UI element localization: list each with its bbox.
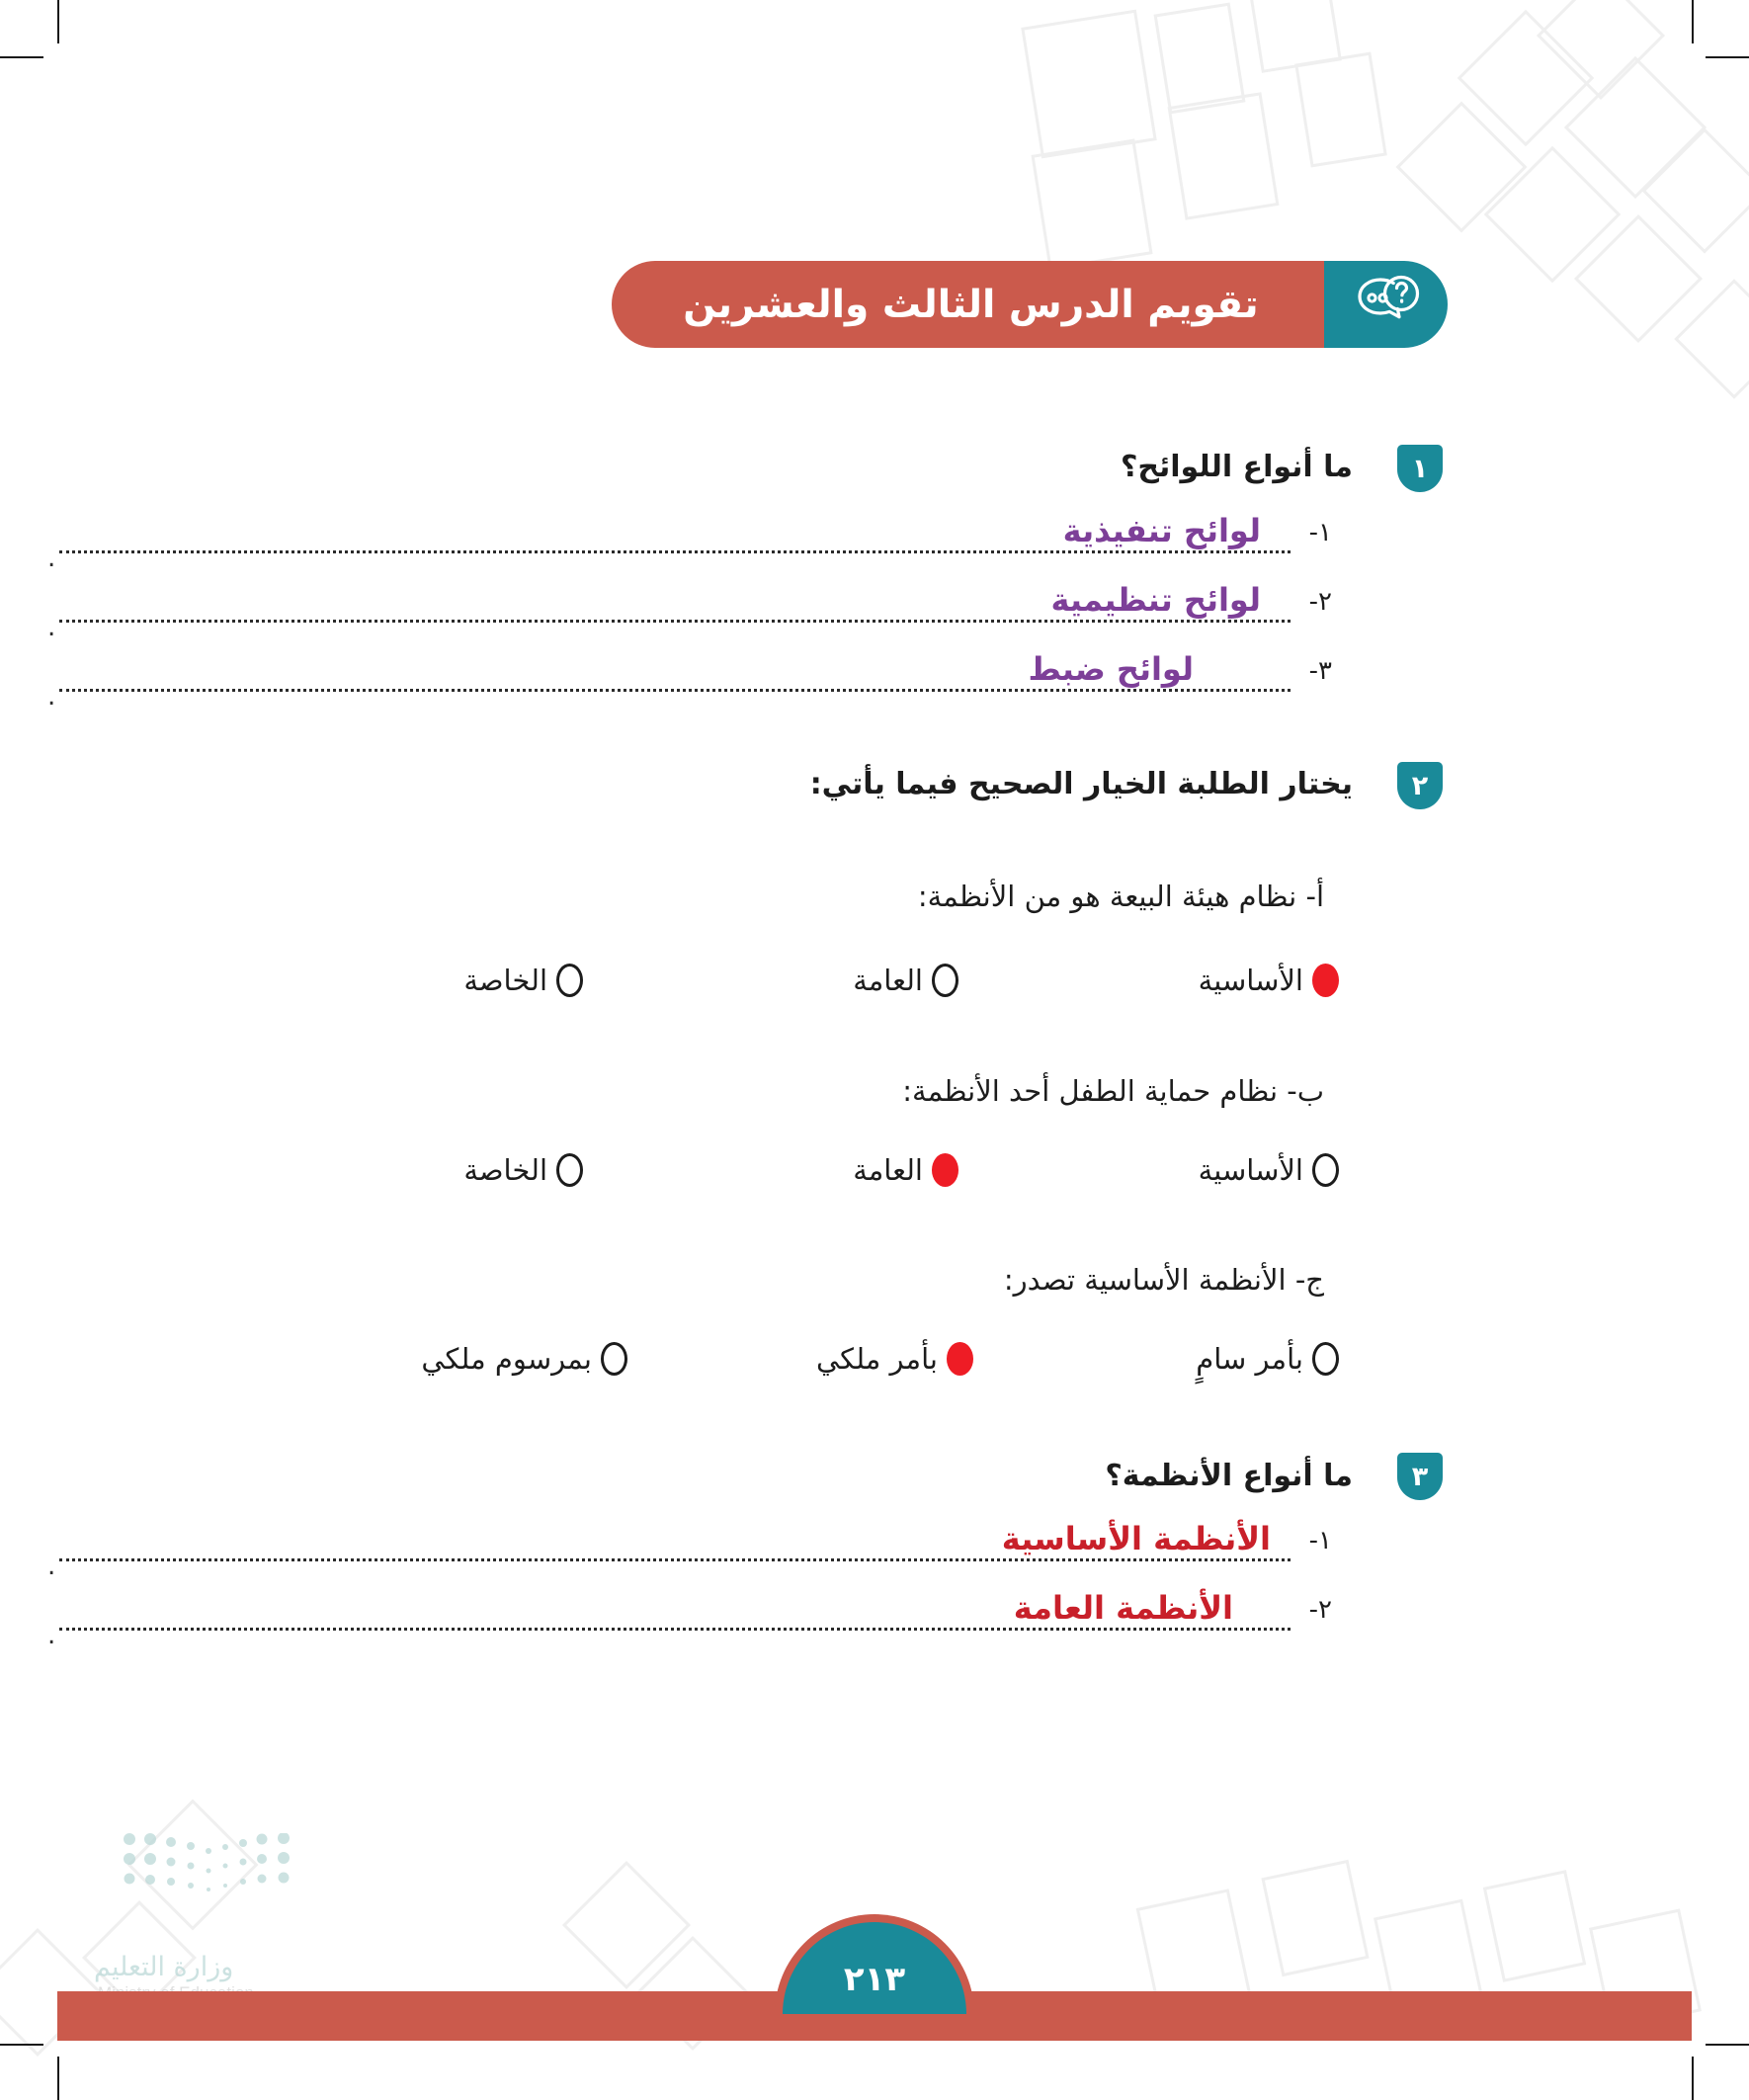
option-b-3[interactable]: الخاصة — [463, 1153, 583, 1187]
decorative-shape — [1573, 213, 1704, 344]
handwritten-answer: لوائح ضبط — [1028, 650, 1194, 688]
decorative-shape — [1249, 0, 1342, 73]
decorative-shape — [1641, 127, 1749, 254]
answer-line-1-1[interactable]: ١- لوائح تنفيذية — [47, 512, 1332, 573]
answer-line-3-1[interactable]: ١- الأنظمة الأساسية — [47, 1520, 1332, 1581]
crop-mark-top-right-vertical — [1692, 0, 1694, 43]
decorative-shape — [1031, 138, 1153, 271]
question-badge-2: ٢ — [1397, 762, 1443, 809]
option-c-1[interactable]: بأمر سامٍ — [1196, 1342, 1339, 1376]
dotted-rule — [47, 613, 1291, 642]
radio-bubble[interactable] — [1312, 1342, 1339, 1376]
subquestion-label-a: أ- نظام هيئة البيعة هو من الأنظمة: — [917, 880, 1324, 913]
handwritten-answer: لوائح تنظيمية — [1050, 581, 1262, 619]
lesson-evaluation-banner: تقويم الدرس الثالث والعشرين — [612, 261, 1330, 348]
decorative-shape — [1483, 145, 1622, 284]
decorative-shape — [1536, 0, 1666, 101]
page-number: ٢١٣ — [843, 1959, 906, 1999]
radio-bubble-selected[interactable] — [932, 1153, 958, 1187]
question-badge-3: ٣ — [1397, 1453, 1443, 1500]
handwritten-answer: الأنظمة الأساسية — [1001, 1520, 1271, 1557]
question-badge-1: ١ — [1397, 445, 1443, 492]
answer-index: ١- — [1308, 518, 1332, 547]
answer-index: ٣- — [1308, 656, 1332, 686]
decorative-shape — [1395, 101, 1528, 233]
option-label: الأساسية — [1198, 964, 1303, 997]
dotted-rule — [47, 544, 1291, 573]
option-row-c: بأمر سامٍ بأمر ملكي بمرسوم ملكي — [247, 1342, 1339, 1393]
option-c-2[interactable]: بأمر ملكي — [816, 1342, 973, 1376]
crop-mark-bottom-right-horizontal — [1706, 2044, 1749, 2046]
crop-mark-bottom-left-vertical — [57, 2057, 59, 2100]
header-icon-container — [1324, 261, 1448, 348]
option-b-1[interactable]: الأساسية — [1199, 1153, 1339, 1187]
option-label: الخاصة — [463, 964, 547, 997]
question-prompt-1: ما أنواع اللوائح؟ — [1120, 450, 1353, 484]
answer-index: ٢- — [1308, 587, 1332, 617]
crop-mark-top-left-vertical — [57, 0, 59, 43]
option-c-3[interactable]: بمرسوم ملكي — [421, 1342, 627, 1376]
dotted-rule — [47, 1552, 1291, 1581]
crop-mark-top-left-horizontal — [0, 56, 43, 58]
decorative-shape — [1167, 92, 1280, 220]
option-label: بمرسوم ملكي — [421, 1342, 592, 1376]
crop-mark-bottom-left-horizontal — [0, 2044, 43, 2046]
option-label: العامة — [853, 1153, 923, 1187]
ministry-of-education-logo: وزارة التعليم Ministry of Education 2024… — [94, 1833, 321, 2026]
option-label: العامة — [853, 964, 923, 997]
page-number-badge: ٢١٣ — [783, 1922, 966, 2014]
question-prompt-2: يختار الطلبة الخيار الصحيح فيما يأتي: — [809, 767, 1353, 801]
decorative-shape — [1294, 51, 1387, 168]
question-speech-bubble-icon — [1351, 273, 1422, 337]
option-a-2[interactable]: العامة — [853, 964, 958, 997]
option-row-b: الأساسية العامة الخاصة — [296, 1153, 1339, 1205]
option-a-3[interactable]: الخاصة — [463, 964, 583, 997]
answer-line-3-2[interactable]: ٢- الأنظمة العامة — [47, 1589, 1332, 1650]
decorative-shape — [561, 1860, 692, 1990]
decorative-shape — [1482, 1870, 1587, 1982]
dotted-rule — [47, 1621, 1291, 1650]
handwritten-answer: الأنظمة العامة — [1013, 1589, 1233, 1627]
option-row-a: الأساسية العامة الخاصة — [296, 964, 1339, 1015]
decorative-shape — [1021, 9, 1157, 159]
handwritten-answer: لوائح تنفيذية — [1062, 512, 1261, 549]
decorative-shape — [1153, 2, 1246, 115]
subquestion-label-c: ج- الأنظمة الأساسية تصدر: — [1003, 1263, 1324, 1297]
crop-mark-top-right-horizontal — [1706, 56, 1749, 58]
answer-index: ١- — [1308, 1526, 1332, 1555]
radio-bubble[interactable] — [932, 964, 958, 997]
radio-bubble[interactable] — [1312, 1153, 1339, 1187]
radio-bubble[interactable] — [556, 1153, 583, 1187]
option-b-2[interactable]: العامة — [853, 1153, 958, 1187]
page-title: تقويم الدرس الثالث والعشرين — [683, 282, 1259, 327]
decorative-shape — [1674, 279, 1749, 399]
decorative-shape — [1457, 9, 1595, 147]
ministry-name-arabic: وزارة التعليم — [94, 1952, 234, 1982]
option-a-1[interactable]: الأساسية — [1199, 964, 1339, 997]
question-prompt-3: ما أنواع الأنظمة؟ — [1105, 1459, 1353, 1493]
crop-mark-bottom-right-vertical — [1692, 2057, 1694, 2100]
radio-bubble-selected[interactable] — [947, 1342, 973, 1376]
option-label: بأمر ملكي — [816, 1342, 938, 1376]
option-label: الخاصة — [463, 1153, 547, 1187]
radio-bubble[interactable] — [556, 964, 583, 997]
answer-index: ٢- — [1308, 1595, 1332, 1625]
answer-line-1-2[interactable]: ٢- لوائح تنظيمية — [47, 581, 1332, 642]
option-label: الأساسية — [1198, 1153, 1303, 1187]
answer-line-1-3[interactable]: ٣- لوائح ضبط — [47, 650, 1332, 712]
decorative-shape — [1261, 1859, 1370, 1977]
moe-dot-pattern-icon — [124, 1833, 290, 1891]
dotted-rule — [47, 682, 1291, 712]
option-label: بأمر سامٍ — [1196, 1342, 1303, 1376]
subquestion-label-b: ب- نظام حماية الطفل أحد الأنظمة: — [902, 1074, 1324, 1108]
decorative-shape — [1563, 55, 1707, 200]
radio-bubble[interactable] — [601, 1342, 627, 1376]
radio-bubble-selected[interactable] — [1312, 964, 1339, 997]
